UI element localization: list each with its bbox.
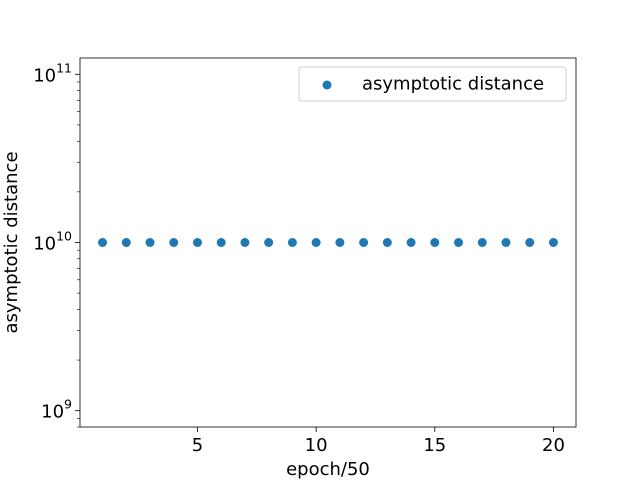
y-tick-exponent: 9 bbox=[64, 397, 72, 412]
x-tick-label: 15 bbox=[423, 435, 446, 456]
scatter-point bbox=[145, 238, 155, 247]
legend: asymptotic distance bbox=[298, 66, 567, 102]
scatter-point bbox=[216, 238, 226, 247]
scatter-point bbox=[169, 238, 179, 247]
scatter-point bbox=[454, 238, 464, 247]
x-tick-label: 20 bbox=[542, 435, 565, 456]
scatter-point bbox=[264, 238, 274, 247]
scatter-point bbox=[430, 238, 440, 247]
scatter-point bbox=[548, 238, 558, 247]
scatter-point bbox=[287, 238, 297, 247]
scatter-point bbox=[501, 238, 511, 247]
legend-box bbox=[298, 66, 567, 102]
scatter-point bbox=[359, 238, 369, 247]
scatter-point bbox=[98, 238, 108, 247]
x-axis: 5 10 15 20 bbox=[192, 427, 565, 456]
y-tick-exponent: 10 bbox=[56, 229, 72, 244]
y-tick-exponent: 11 bbox=[56, 60, 72, 75]
y-axis-label: asymptotic distance bbox=[1, 151, 22, 333]
x-tick-label: 5 bbox=[192, 435, 203, 456]
x-axis-label: epoch/50 bbox=[286, 459, 370, 480]
scatter-point bbox=[477, 238, 487, 247]
scatter-point bbox=[192, 238, 202, 247]
x-tick-label: 10 bbox=[305, 435, 328, 456]
scatter-point bbox=[240, 238, 250, 247]
data-points bbox=[98, 238, 558, 247]
scatter-point bbox=[121, 238, 131, 247]
scatter-point bbox=[382, 238, 392, 247]
scatter-point bbox=[311, 238, 321, 247]
scatter-point bbox=[335, 238, 345, 247]
scatter-point bbox=[406, 238, 416, 247]
legend-label: asymptotic distance bbox=[362, 74, 544, 95]
plot-area-frame bbox=[79, 57, 577, 428]
legend-marker bbox=[322, 80, 332, 90]
scatter-point bbox=[525, 238, 535, 247]
